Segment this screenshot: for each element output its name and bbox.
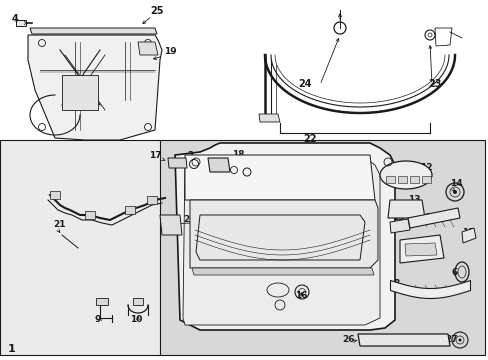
Polygon shape: [184, 155, 374, 200]
Polygon shape: [404, 243, 436, 256]
Text: 11: 11: [461, 228, 473, 237]
Bar: [397, 176, 406, 183]
Text: 26: 26: [342, 335, 354, 344]
Polygon shape: [125, 206, 135, 214]
Text: 6: 6: [451, 268, 457, 277]
Bar: [385, 176, 394, 183]
Circle shape: [458, 338, 461, 342]
Bar: [155, 140, 484, 355]
Polygon shape: [190, 200, 377, 268]
Text: 4: 4: [12, 14, 19, 24]
Polygon shape: [168, 158, 186, 168]
Polygon shape: [183, 158, 379, 325]
Polygon shape: [461, 228, 475, 243]
Text: 27: 27: [444, 335, 457, 344]
Text: 1: 1: [8, 344, 16, 354]
Polygon shape: [133, 298, 142, 305]
Polygon shape: [30, 28, 157, 34]
Circle shape: [452, 190, 456, 194]
Text: 10: 10: [129, 315, 142, 324]
Polygon shape: [259, 114, 280, 122]
Text: 8: 8: [392, 279, 398, 288]
Text: 13: 13: [407, 195, 420, 204]
Text: 22: 22: [303, 134, 316, 144]
Polygon shape: [147, 196, 157, 204]
Polygon shape: [62, 75, 98, 110]
Text: 5: 5: [413, 238, 419, 247]
Text: 14: 14: [449, 179, 462, 188]
Text: 9: 9: [95, 315, 101, 324]
Polygon shape: [160, 215, 182, 235]
Text: 24: 24: [298, 79, 311, 89]
Polygon shape: [192, 268, 373, 275]
Polygon shape: [175, 143, 394, 330]
Bar: [409, 176, 418, 183]
Text: 2: 2: [187, 151, 194, 160]
Polygon shape: [96, 298, 108, 305]
Polygon shape: [389, 219, 409, 233]
Polygon shape: [387, 200, 424, 218]
Text: 25: 25: [150, 6, 163, 16]
Bar: [0, 140, 160, 355]
Text: 16: 16: [294, 291, 307, 300]
Text: 19: 19: [163, 47, 176, 56]
Text: 20: 20: [183, 215, 196, 224]
Text: 15: 15: [391, 213, 404, 222]
Polygon shape: [407, 208, 459, 228]
Text: 18: 18: [231, 150, 244, 159]
Ellipse shape: [379, 161, 431, 189]
Polygon shape: [85, 211, 95, 219]
Polygon shape: [399, 235, 443, 263]
Polygon shape: [207, 158, 229, 172]
Bar: [421, 176, 430, 183]
Text: 23: 23: [427, 79, 441, 89]
Text: 12: 12: [419, 163, 431, 172]
Text: 17: 17: [149, 151, 162, 160]
Text: 3: 3: [251, 157, 258, 166]
Polygon shape: [50, 191, 60, 199]
Text: 7: 7: [424, 213, 430, 222]
Text: 21: 21: [53, 220, 65, 229]
Polygon shape: [28, 35, 162, 140]
Polygon shape: [357, 334, 449, 346]
Polygon shape: [16, 20, 26, 26]
Polygon shape: [138, 42, 158, 55]
